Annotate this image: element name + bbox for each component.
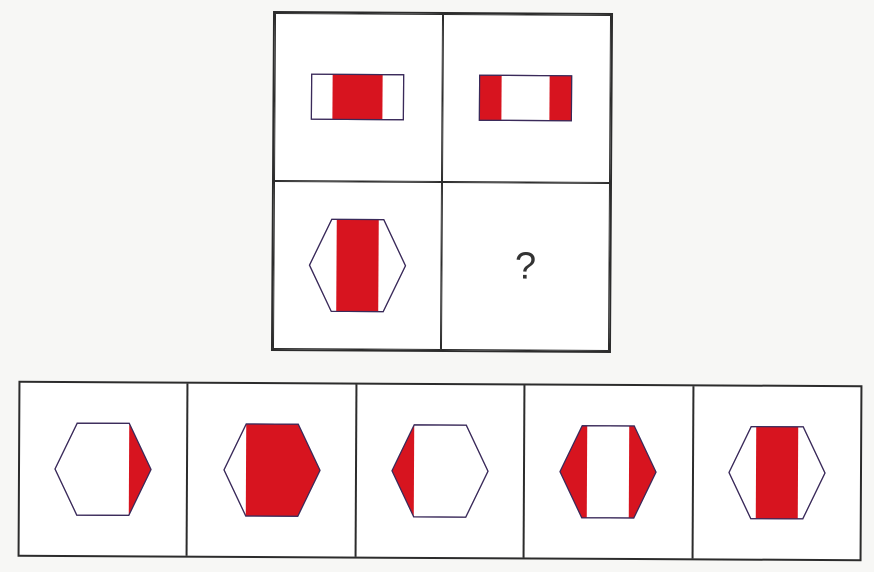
hexagon-center-red-icon xyxy=(728,426,826,520)
hexagon-both-tips-red-icon xyxy=(559,425,658,519)
option-3[interactable] xyxy=(356,384,526,558)
option-1[interactable] xyxy=(19,382,189,556)
rectangle-sides-red-icon xyxy=(478,74,573,122)
hexagon-center-red-icon xyxy=(308,218,407,313)
matrix-cell-top-right xyxy=(442,14,612,184)
matrix-cell-bottom-right: ? xyxy=(440,182,610,352)
question-mark: ? xyxy=(514,244,537,288)
matrix-cell-bottom-left xyxy=(272,180,442,350)
hexagon-right-tip-red-icon xyxy=(54,422,152,516)
option-5[interactable] xyxy=(693,386,860,559)
option-4[interactable] xyxy=(524,385,695,559)
hexagon-left-tip-red-icon xyxy=(391,424,489,518)
option-2[interactable] xyxy=(187,383,358,557)
rectangle-center-red-icon xyxy=(310,73,405,121)
matrix-cell-top-left xyxy=(274,12,444,183)
answer-options xyxy=(17,380,863,562)
hexagon-right-two-thirds-red-icon xyxy=(222,423,321,517)
puzzle-matrix: ? xyxy=(270,10,614,354)
